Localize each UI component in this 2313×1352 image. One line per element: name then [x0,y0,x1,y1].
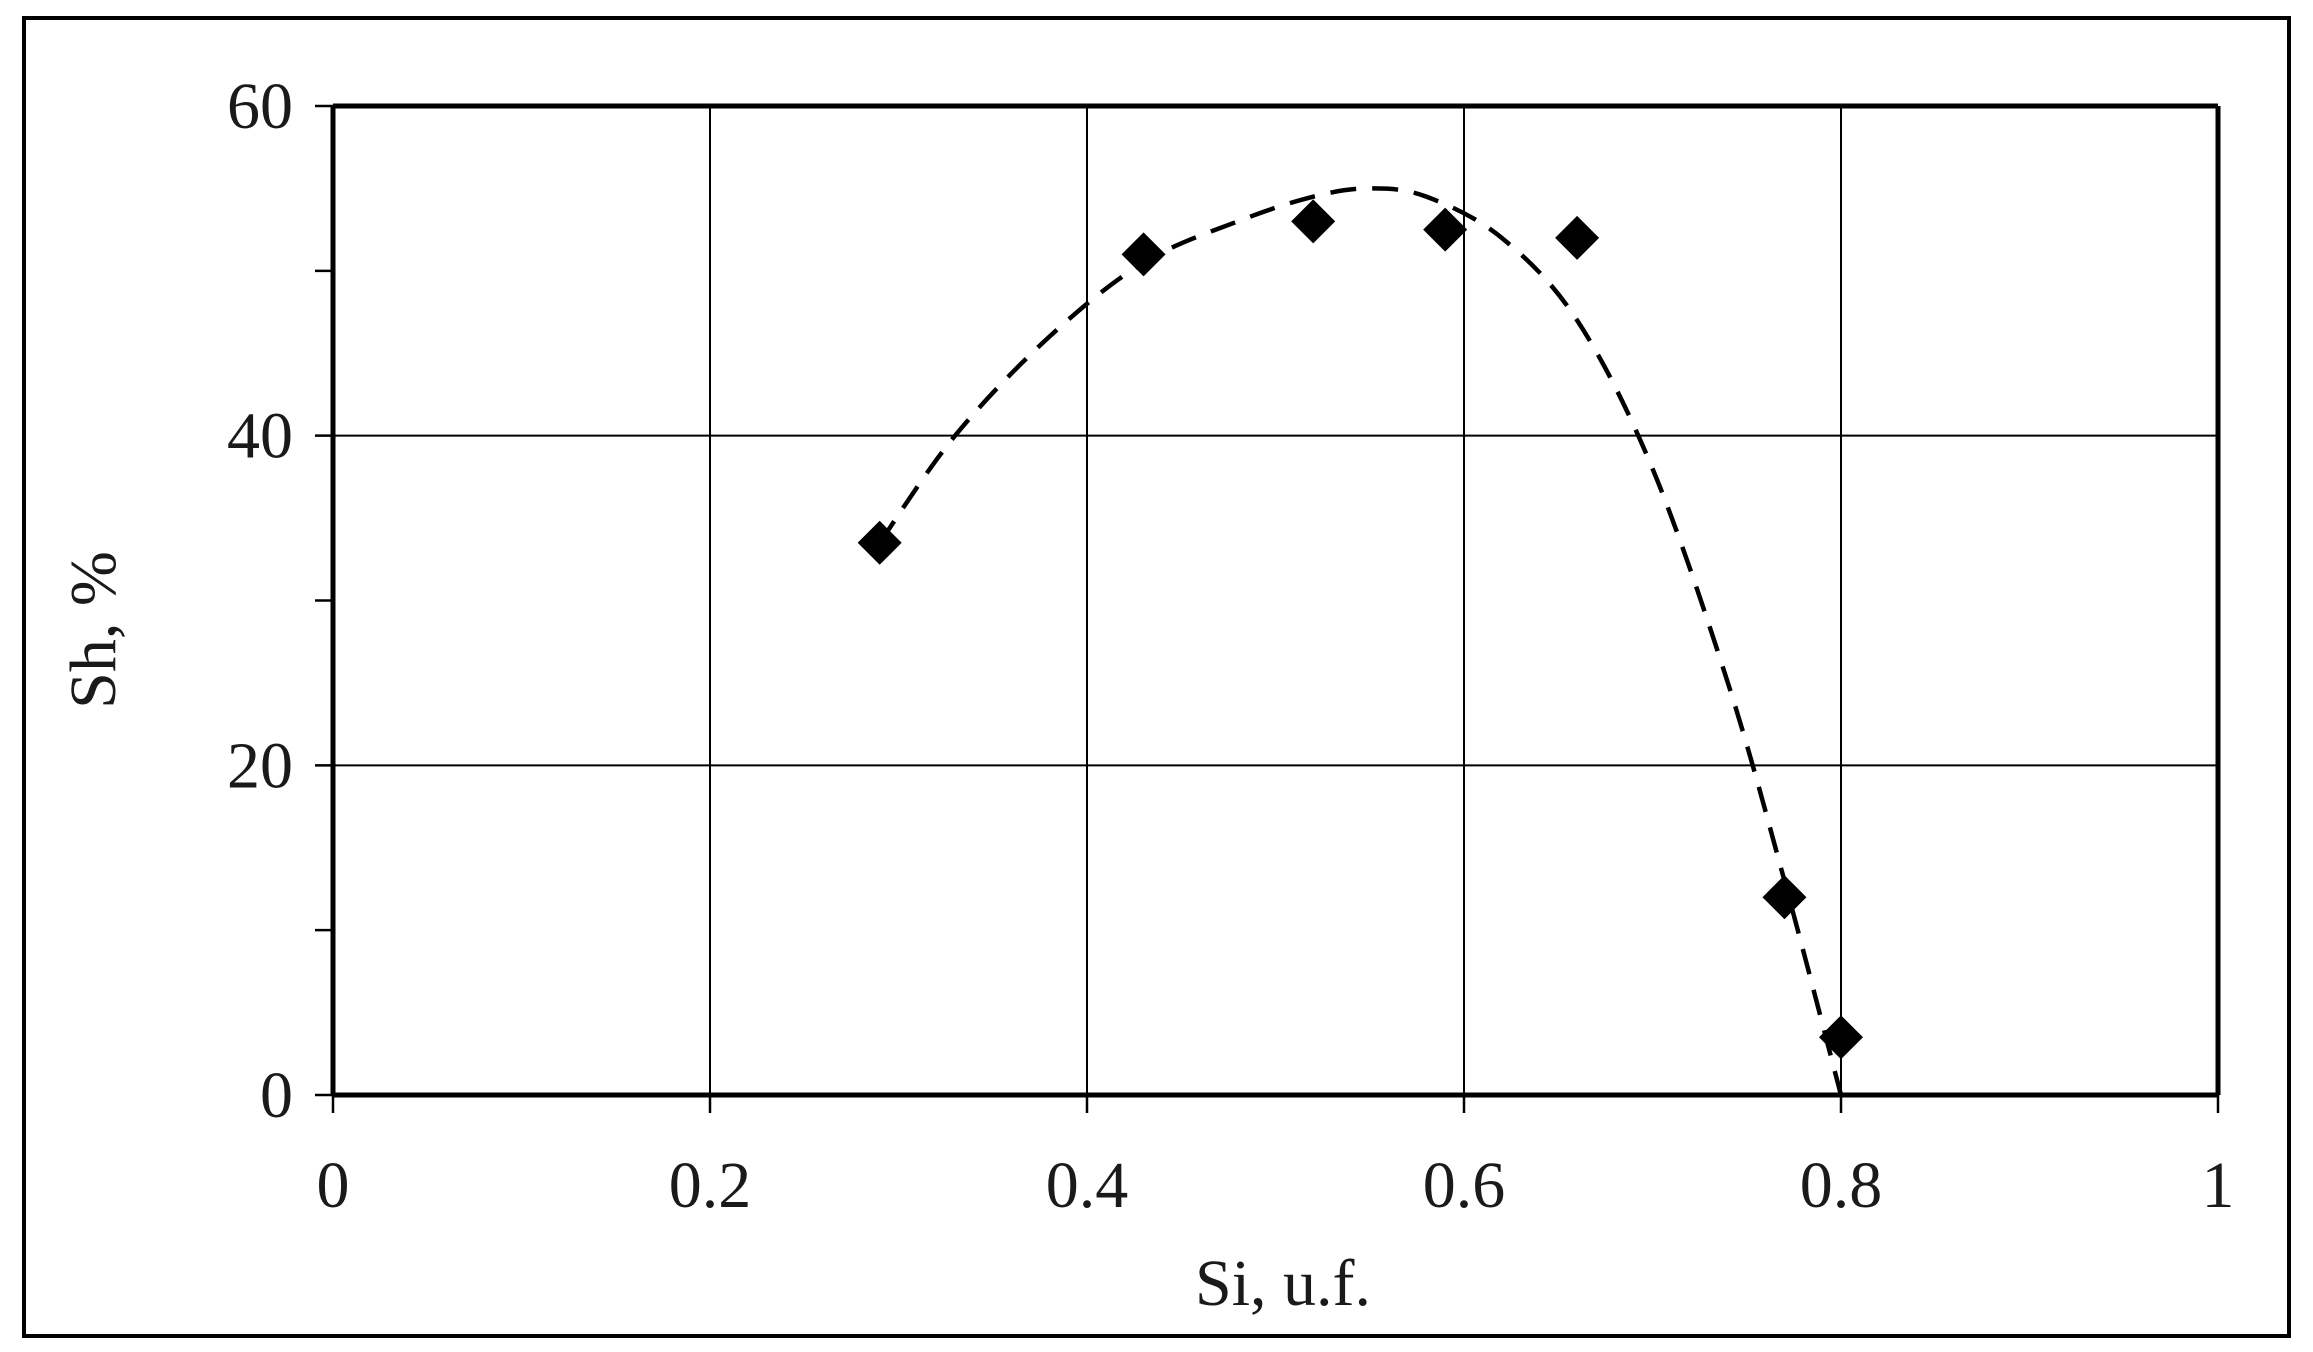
x-tick-label-0: 0 [317,1149,350,1222]
data-points [857,199,1863,1060]
figure-frame [22,16,2291,1338]
data-point-3 [1423,207,1468,252]
x-tick-label-2: 0.4 [1046,1149,1129,1222]
data-point-6 [1819,1015,1863,1060]
data-point-2 [1291,199,1336,244]
grid-lines [333,106,2218,1095]
x-tick-label-1: 0.2 [669,1149,752,1222]
data-point-0 [857,520,902,565]
trend-line [877,186,1844,1096]
data-point-5 [1762,875,1807,920]
y-tick-label-2: 40 [227,400,293,473]
x-tick-label-3: 0.6 [1423,1149,1506,1222]
tick-marks [315,104,2220,1113]
y-tick-label-0: 0 [260,1059,293,1132]
y-tick-label-1: 20 [227,729,293,802]
x-axis-title: Si, u.f. [1195,1247,1371,1320]
y-axis-title: Sh, % [57,551,130,709]
tick-labels: 0 0.2 0.4 0.6 0.8 1 0 20 40 60 [227,70,2235,1222]
x-tick-label-5: 1 [2202,1149,2235,1222]
trend-curve [877,186,1844,1096]
data-point-1 [1121,232,1166,277]
x-tick-label-4: 0.8 [1800,1149,1883,1222]
data-point-4 [1555,215,1600,260]
y-tick-label-3: 60 [227,70,293,143]
